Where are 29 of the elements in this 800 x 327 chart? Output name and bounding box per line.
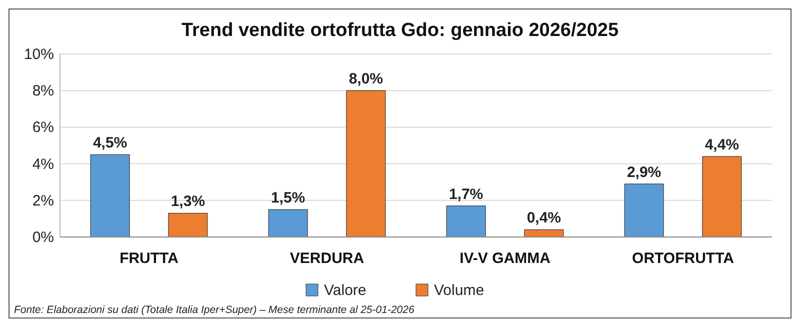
y-tick-label: 4% xyxy=(32,156,54,173)
chart-title: Trend vendite ortofrutta Gdo: gennaio 2026/2025 xyxy=(181,20,619,41)
bar xyxy=(624,184,664,238)
data-label: 2,9% xyxy=(626,164,662,181)
data-label: 0,4% xyxy=(526,210,562,227)
y-tick-label: 10% xyxy=(24,46,54,63)
data-label: 4,4% xyxy=(704,136,740,154)
bar xyxy=(268,209,308,238)
y-tick-label: 2% xyxy=(32,192,54,210)
y-tick-label: 8% xyxy=(32,82,54,100)
y-tick-label: 0% xyxy=(32,229,54,246)
bar xyxy=(90,154,130,238)
data-label: 1,3% xyxy=(170,193,206,210)
data-label: 1,7% xyxy=(448,186,484,203)
x-tick-label: ORTOFRUTTA xyxy=(632,250,734,267)
data-label: 8,0% xyxy=(348,70,384,88)
data-label: 1,5% xyxy=(270,190,306,207)
x-tick-label: VERDURA xyxy=(290,250,364,267)
data-label: 4,5% xyxy=(92,134,128,152)
x-tick-label: IV-V GAMMA xyxy=(460,250,551,267)
x-tick-label: FRUTTA xyxy=(120,250,179,267)
bar xyxy=(346,90,386,238)
legend-label: Valore xyxy=(324,282,366,299)
bar xyxy=(446,206,486,238)
y-tick-label: 6% xyxy=(32,119,54,136)
legend-label: Volume xyxy=(434,282,484,299)
bar xyxy=(168,212,208,238)
bar xyxy=(702,156,742,238)
source-note: Fonte: Elaborazioni su dati (Totale Italia Iper+Super) – Mese terminante al 25-01-2026 xyxy=(14,304,414,316)
